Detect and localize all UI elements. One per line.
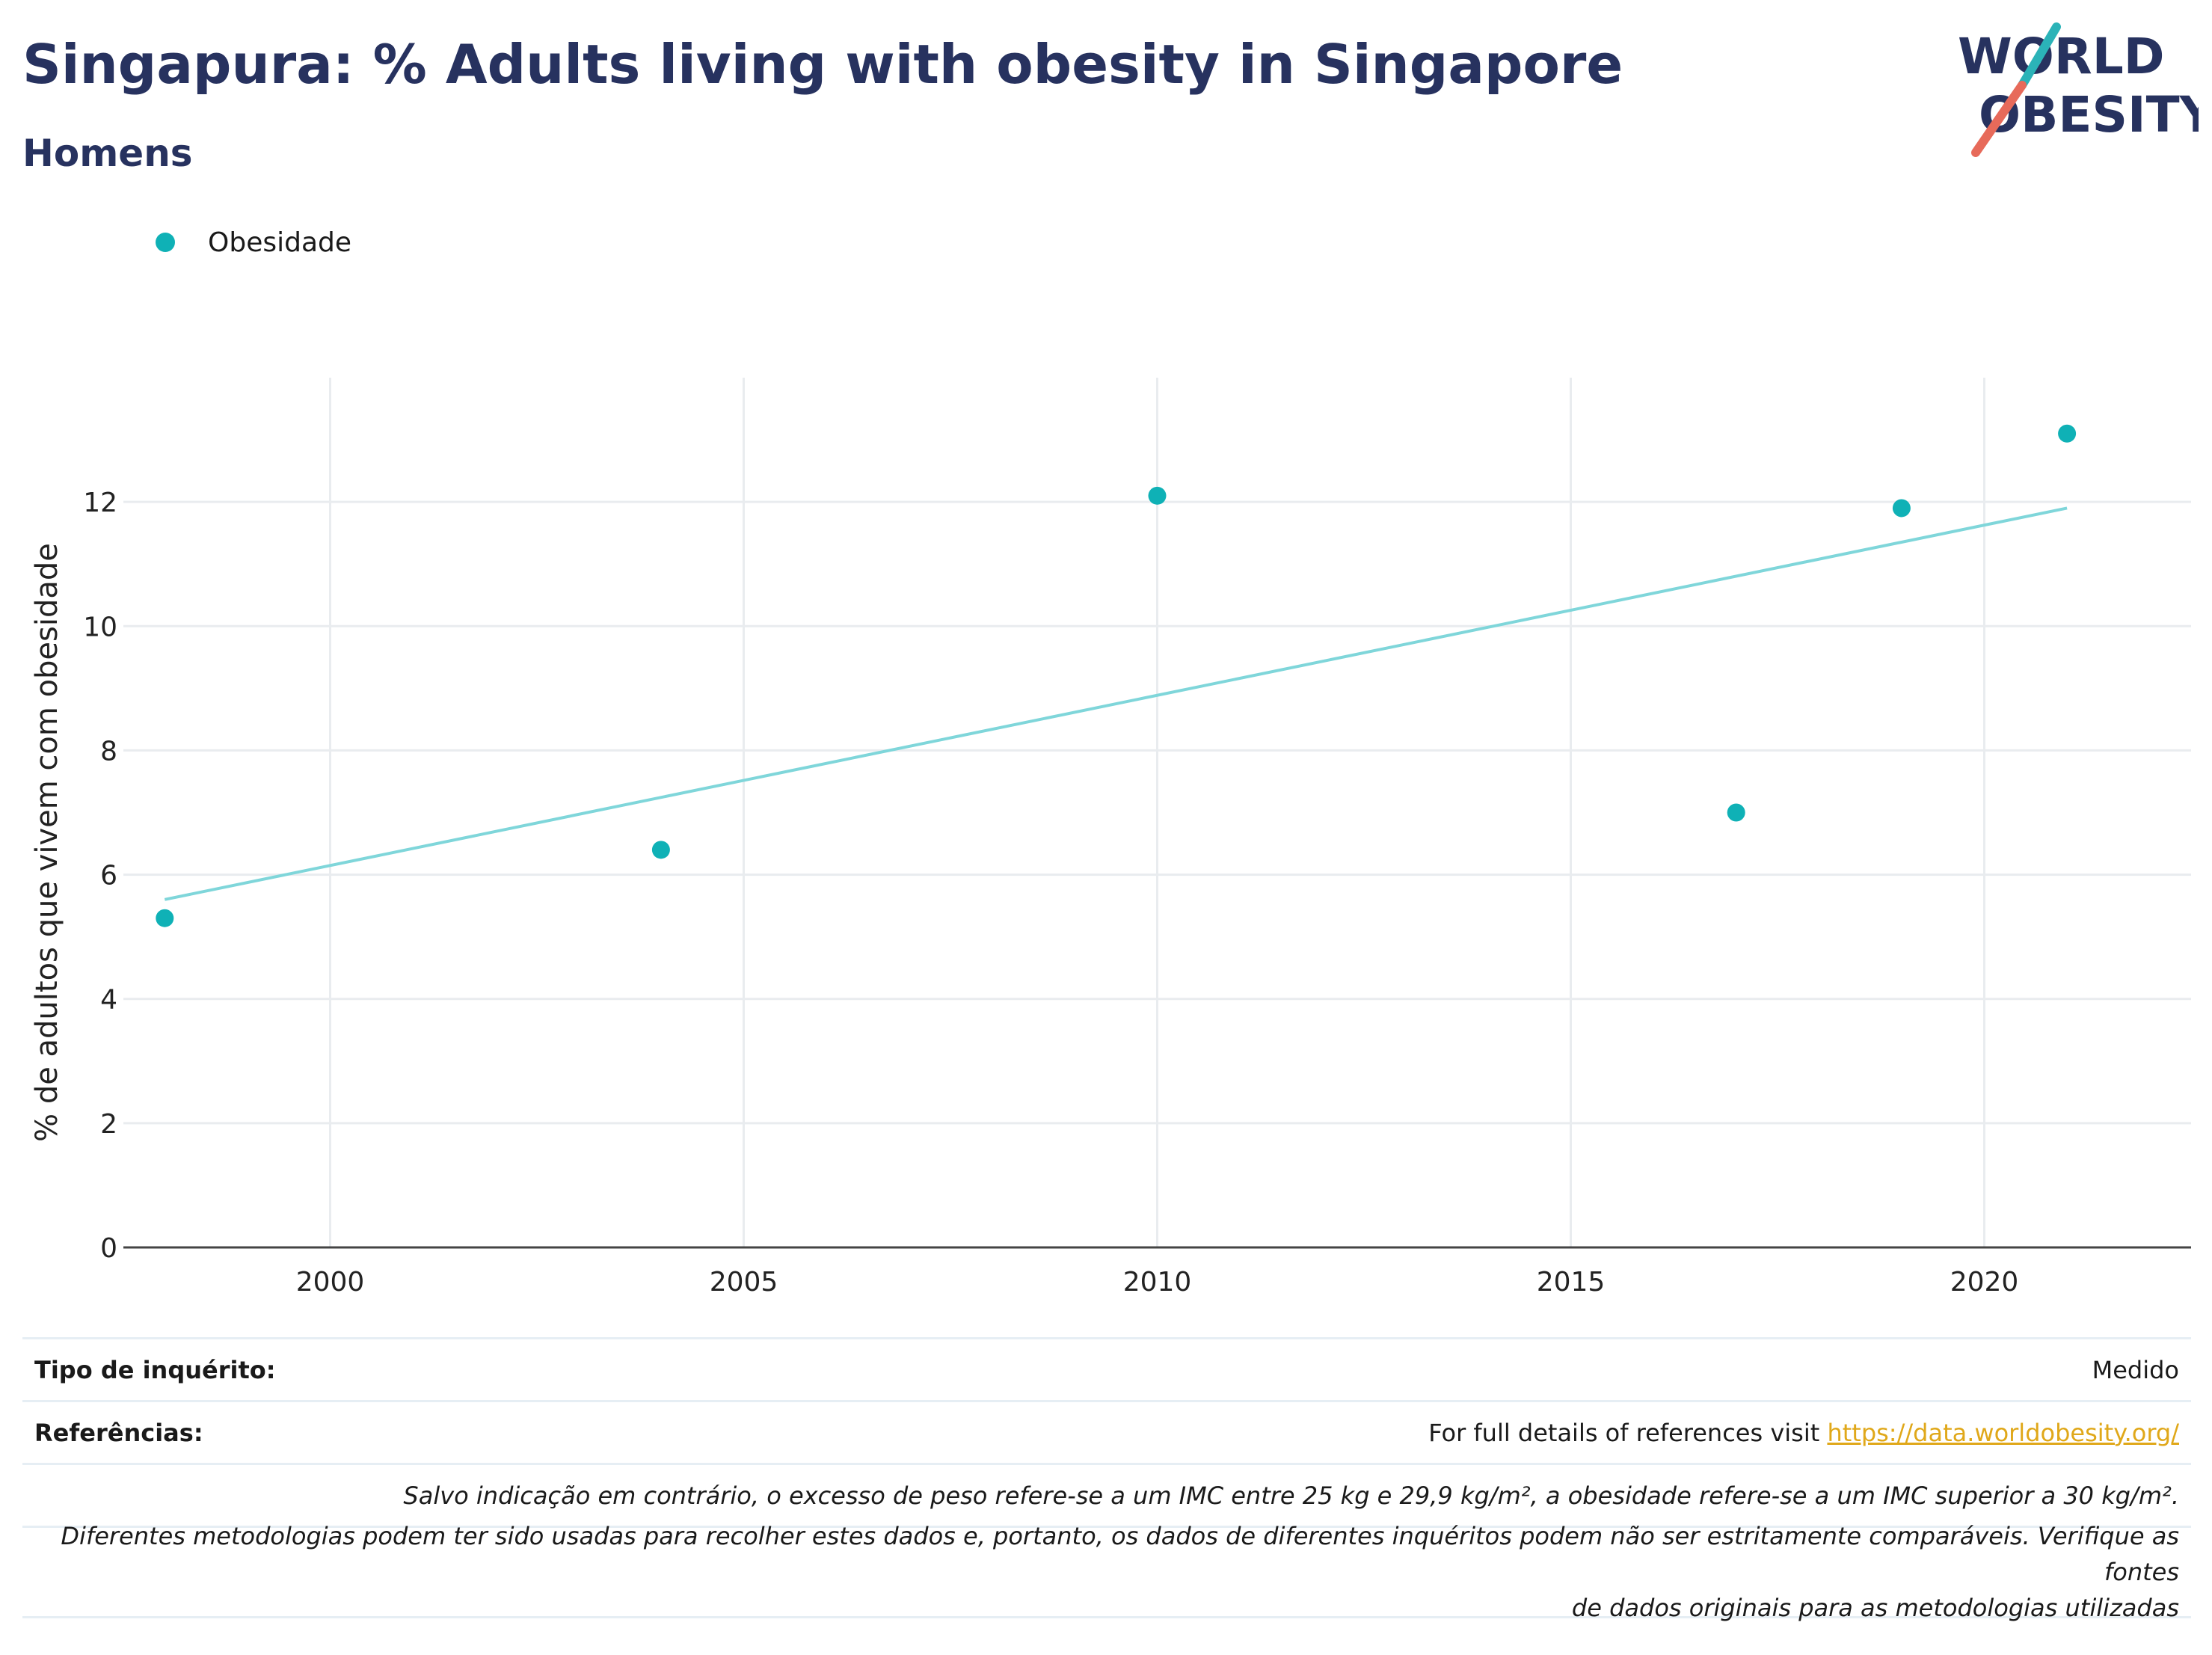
method-note-line1: Diferentes metodologias podem ter sido u… [61,1522,2179,1586]
data-point [651,841,670,859]
y-axis-label: % de adultos que vivem com obesidade [30,543,64,1142]
grid [123,378,2191,1247]
axes: 2000 2005 2010 2015 2020 0 2 4 6 8 10 12 [83,488,2191,1298]
y-tick-label: 8 [100,736,117,767]
data-point [156,909,174,927]
method-note-row: Diferentes metodologias podem ter sido u… [22,1522,2191,1622]
x-tick-label: 2000 [296,1267,365,1298]
survey-type-row: Tipo de inquérito: Medido [22,1337,2191,1400]
references-value: For full details of references visit htt… [1428,1419,2179,1447]
logo-teal-stroke [2018,22,2061,90]
y-tick-label: 2 [100,1109,117,1140]
logo-red-stroke [1971,81,2027,157]
scatter-chart: 2000 2005 2010 2015 2020 0 2 4 6 8 10 12 % de adult… [30,378,2191,1298]
logo-line1: WORLD [1958,28,2165,85]
x-tick-label: 2005 [710,1267,778,1298]
survey-type-value: Medido [2092,1355,2179,1384]
x-tick-label: 2010 [1123,1267,1192,1298]
data-point [1727,803,1745,822]
legend-label: Obesidade [208,227,352,258]
page-subtitle: Homens [22,132,193,175]
references-text: For full details of references visit [1428,1418,1828,1447]
y-tick-label: 4 [100,985,117,1016]
legend[interactable]: Obesidade [156,223,351,262]
bmi-note-row: Salvo indicação em contrário, o excesso … [22,1463,2191,1526]
y-tick-label: 12 [83,488,117,518]
x-tick-label: 2015 [1537,1267,1606,1298]
method-note: Diferentes metodologias podem ter sido u… [34,1518,2179,1626]
references-link[interactable]: https://data.worldobesity.org/ [1827,1418,2179,1447]
y-tick-label: 6 [100,861,117,891]
data-point [1892,499,1911,518]
y-tick-label: 0 [100,1233,117,1264]
y-tick-label: 10 [83,612,117,642]
references-row: Referências: For full details of referen… [22,1400,2191,1463]
trendline-layer [164,506,2068,901]
trendline [164,506,2068,901]
data-points [156,424,2077,927]
method-note-line2: de dados originais para as metodologias … [1571,1594,2179,1622]
references-label: Referências: [34,1418,203,1447]
data-point [1148,486,1167,505]
info-table: Tipo de inquérito: Medido Referências: F… [22,1337,2191,1622]
world-obesity-logo: WORLD OBESITY [1958,22,2199,157]
x-tick-label: 2020 [1950,1267,2019,1298]
data-point [2058,424,2077,443]
bmi-note: Salvo indicação em contrário, o excesso … [403,1481,2179,1510]
legend-marker [156,233,175,252]
survey-type-label: Tipo de inquérito: [34,1355,276,1384]
page-title: Singapura: % Adults living with obesity … [22,33,1623,96]
